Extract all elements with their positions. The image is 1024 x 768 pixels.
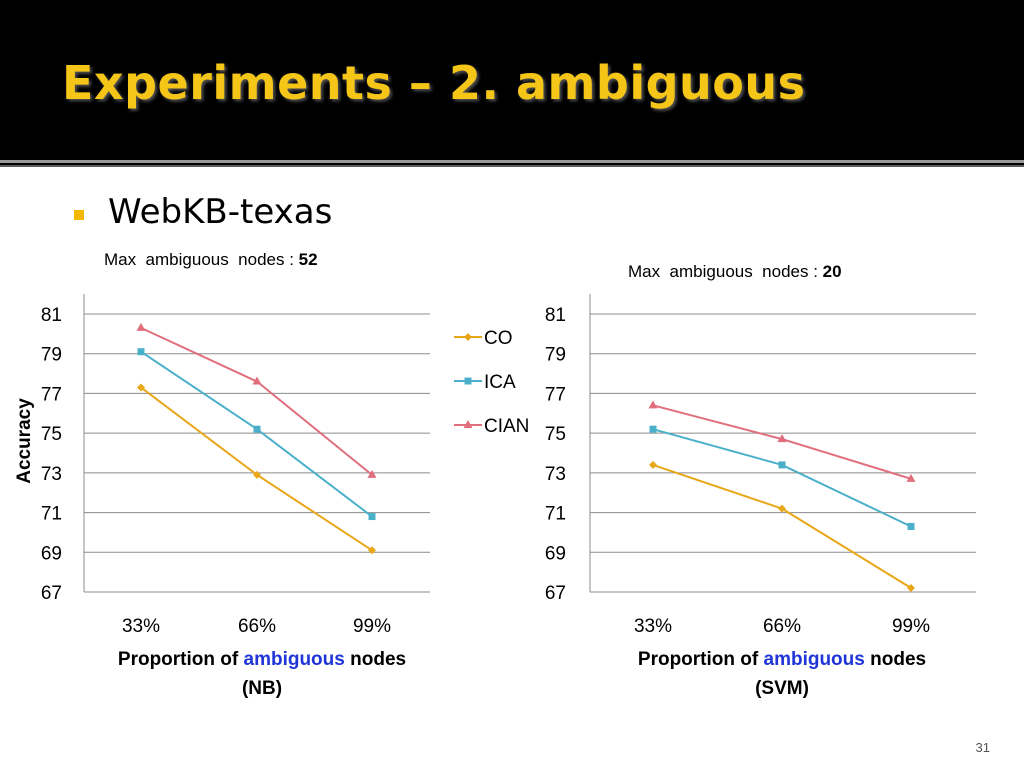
y-tick-left-67: 67 xyxy=(41,583,62,604)
point-right-ICA-0 xyxy=(649,425,657,433)
x-axis-label-left-post: nodes xyxy=(344,649,407,670)
point-right-ICA-2 xyxy=(907,522,915,530)
point-left-CIAN-1 xyxy=(252,376,262,385)
y-tick-right-67: 67 xyxy=(545,583,566,604)
point-right-CO-1 xyxy=(778,504,786,513)
point-right-CIAN-1 xyxy=(777,434,787,443)
point-left-ICA-0 xyxy=(137,348,145,356)
y-tick-left-71: 71 xyxy=(41,504,62,525)
y-tick-right-79: 79 xyxy=(545,345,566,366)
point-left-ICA-2 xyxy=(368,513,376,521)
x-axis-label-left-highlight: ambiguous xyxy=(243,649,345,670)
series-line-left-CO xyxy=(140,386,373,552)
title-bar xyxy=(0,0,1024,160)
y-tick-right-69: 69 xyxy=(545,543,566,564)
legend-label-CO: CO xyxy=(484,328,513,349)
y-tick-right-77: 77 xyxy=(545,384,566,405)
point-right-CIAN-2 xyxy=(906,473,916,482)
y-tick-left-79: 79 xyxy=(41,345,62,366)
x-tick-left-1: 66% xyxy=(238,616,276,637)
legend-label-ICA: ICA xyxy=(484,372,516,393)
title-divider xyxy=(0,160,1024,163)
bullet-square-icon-2 xyxy=(74,210,84,220)
y-axis-label: Accuracy xyxy=(14,398,35,484)
x-tick-right-1: 66% xyxy=(763,616,801,637)
point-left-CIAN-0 xyxy=(136,322,146,331)
point-right-ICA-1 xyxy=(778,461,786,469)
chart-panel-top xyxy=(0,167,1024,240)
x-tick-left-2: 99% xyxy=(353,616,391,637)
title-divider-shadow xyxy=(0,165,1024,167)
point-right-CIAN-0 xyxy=(648,400,658,409)
y-tick-left-75: 75 xyxy=(41,424,62,445)
y-tick-right-75: 75 xyxy=(545,424,566,445)
y-tick-left-69: 69 xyxy=(41,543,62,564)
x-tick-right-2: 99% xyxy=(892,616,930,637)
y-tick-left-77: 77 xyxy=(41,384,62,405)
x-axis-label-left: Proportion of ambiguous nodes (NB) xyxy=(72,645,452,703)
max-note-left-value: 52 xyxy=(298,250,318,269)
point-left-CO-2 xyxy=(368,546,376,555)
chart-panel xyxy=(0,240,1024,768)
page-number: 31 xyxy=(975,740,990,755)
y-tick-right-73: 73 xyxy=(545,464,566,485)
max-note-right-value: 20 xyxy=(822,262,842,281)
y-tick-left-81: 81 xyxy=(41,305,62,326)
x-axis-label-right-post: nodes xyxy=(864,649,927,670)
x-axis-label-right-highlight: ambiguous xyxy=(763,649,865,670)
series-line-right-CO xyxy=(652,463,912,589)
series-line-left-ICA xyxy=(140,350,373,518)
max-note-left: Max ambiguous nodes : 52 xyxy=(104,250,318,270)
point-left-CO-1 xyxy=(253,470,261,479)
x-axis-label-right-model: (SVM) xyxy=(755,678,809,699)
x-axis-label-right: Proportion of ambiguous nodes (SVM) xyxy=(592,645,972,703)
y-tick-right-81: 81 xyxy=(545,305,566,326)
max-note-right: Max ambiguous nodes : 20 xyxy=(628,262,842,282)
legend-label-CIAN: CIAN xyxy=(484,416,529,437)
bullet-text-2: WebKB-texas xyxy=(108,192,333,232)
legend-marker-CIAN xyxy=(463,420,473,428)
x-axis-label-right-pre: Proportion of xyxy=(637,649,764,670)
legend-marker-CO xyxy=(464,333,472,341)
point-left-ICA-1 xyxy=(253,425,261,433)
point-right-CO-2 xyxy=(907,584,915,593)
legend-marker-ICA xyxy=(464,377,472,385)
x-tick-right-0: 33% xyxy=(634,616,672,637)
x-tick-left-0: 33% xyxy=(122,616,160,637)
point-right-CO-0 xyxy=(649,460,657,469)
x-axis-label-left-pre: Proportion of xyxy=(117,649,244,670)
point-left-CO-0 xyxy=(137,383,145,392)
max-note-left-prefix: Max ambiguous nodes : xyxy=(104,250,299,269)
point-left-CIAN-2 xyxy=(367,469,377,478)
x-axis-label-left-model: (NB) xyxy=(241,678,283,699)
slide-title: Experiments – 2. ambiguous xyxy=(62,56,806,110)
series-line-left-CIAN xyxy=(140,326,373,476)
y-tick-left-73: 73 xyxy=(41,464,62,485)
max-note-right-prefix: Max ambiguous nodes : xyxy=(628,262,823,281)
y-tick-right-71: 71 xyxy=(545,504,566,525)
